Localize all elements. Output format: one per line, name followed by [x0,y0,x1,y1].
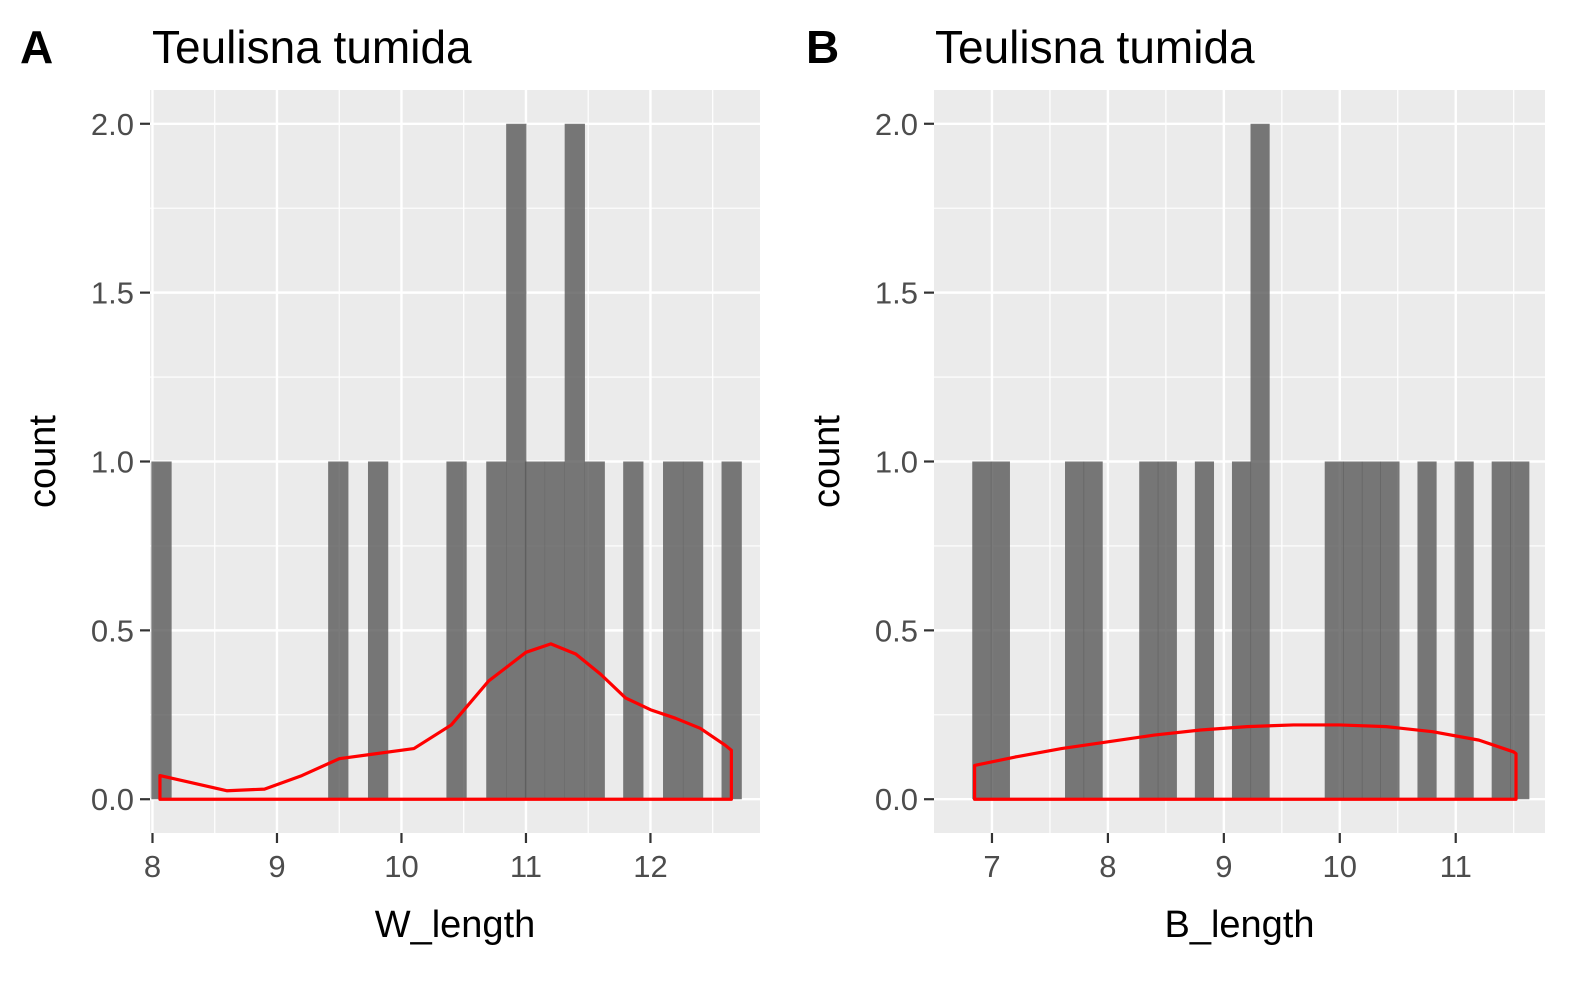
histogram-bar [1324,461,1344,800]
histogram-bars [151,123,742,800]
histogram-bar [1083,461,1103,800]
histogram-bar [1417,461,1437,800]
histogram-bar [1157,461,1177,800]
y-tick-label: 1.0 [875,445,918,480]
histogram-bar [1361,461,1381,800]
histogram-bar [367,461,389,800]
y-axis-label: count [22,415,64,508]
histogram-bars [972,123,1530,800]
histogram-bar [721,461,742,800]
chart-title: Teulisna tumida [935,21,1255,73]
histogram-bar [1250,123,1270,800]
histogram-bar [1380,461,1400,800]
histogram-bar [1510,461,1530,800]
histogram-bar [663,461,684,800]
x-tick-label: 8 [144,849,161,884]
x-tick-label: 11 [1440,849,1472,884]
histogram-bar [623,461,644,800]
y-tick-label: 0.5 [91,613,134,648]
histogram-bar [564,123,585,800]
histogram-bar [1454,461,1474,800]
y-tick-label: 2.0 [875,107,918,142]
x-tick-label: 9 [1215,849,1232,884]
density-curve [158,642,733,801]
histogram-bar [328,461,349,800]
histogram-bar [972,461,992,800]
y-tick-label: 2.0 [91,107,134,142]
histogram-bar [151,461,172,800]
histogram-bar [506,123,527,800]
panel-tag: A [20,21,53,73]
histogram-bar [990,461,1010,800]
histogram-bar [1343,461,1363,800]
y-tick-label: 0.5 [875,613,918,648]
histogram-bar [682,461,704,800]
x-tick-label: 9 [268,849,285,884]
density-curve [972,723,1518,801]
y-tick-label: 1.5 [875,276,918,311]
histogram-bar [1194,461,1215,800]
axes: 0.0 0.5 1.0 1.5 2.0 7 8 9 10 11 [875,107,1472,884]
histogram-bar [524,461,546,800]
x-axis-label: W_length [375,904,536,946]
x-axis-label: B_length [1164,904,1314,946]
x-tick-label: 10 [1323,849,1357,884]
y-tick-label: 1.5 [91,276,134,311]
chart-title: Teulisna tumida [152,21,472,73]
panel-b: B Teulisna tumida 0.0 0.5 1.0 1.5 2.0 7 8 9 10 11… [806,21,1545,946]
panel-a: A Teulisna tumida 0.0 0.5 1.0 1.5 2.0 8 9 10 11 1… [20,21,760,946]
histogram-bar [1065,461,1085,800]
histogram-bar [486,461,507,800]
x-tick-label: 10 [384,849,418,884]
histogram-bar [446,461,467,800]
histogram-bar [544,461,566,800]
y-tick-label: 0.0 [91,782,134,817]
y-axis-label: count [806,415,848,508]
histogram-bar [1491,461,1511,800]
y-tick-label: 1.0 [91,445,134,480]
x-tick-label: 8 [1099,849,1116,884]
x-tick-label: 7 [983,849,1000,884]
y-tick-label: 0.0 [875,782,918,817]
axes: 0.0 0.5 1.0 1.5 2.0 8 9 10 11 12 [91,107,668,884]
histogram-bar [1139,461,1159,800]
histogram-bar [1231,461,1252,800]
panel-tag: B [806,21,839,73]
x-tick-label: 11 [510,849,542,884]
x-tick-label: 12 [633,849,667,884]
histogram-bar [584,461,605,800]
